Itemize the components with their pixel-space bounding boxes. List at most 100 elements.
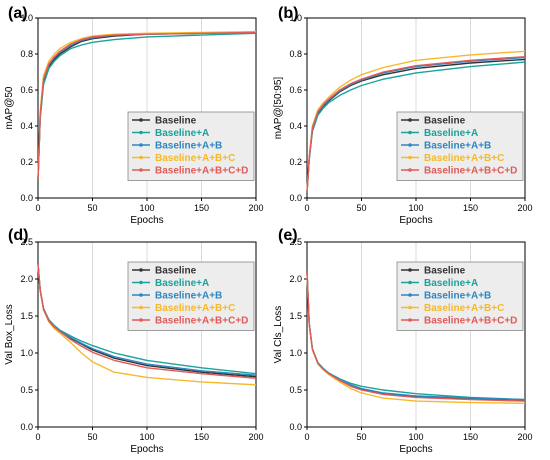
legend-marker — [408, 293, 412, 297]
y-tick-label: 0.0 — [20, 422, 33, 432]
y-axis-label: Val Cls_Loss — [273, 306, 284, 364]
x-tick-label: 200 — [248, 203, 263, 213]
series-line-4 — [37, 31, 257, 181]
legend-marker — [139, 168, 143, 172]
y-tick-label: 0.8 — [289, 49, 302, 59]
y-tick-label: 0.6 — [20, 85, 33, 95]
legend-marker — [408, 143, 412, 147]
y-tick-label: 1.0 — [289, 13, 302, 23]
series-line-4 — [306, 271, 526, 402]
legend-label: Baseline+A — [424, 278, 478, 289]
legend: BaselineBaseline+ABaseline+A+BBaseline+A… — [127, 111, 255, 181]
x-tick-label: 50 — [87, 203, 97, 213]
chart-panel-3: 0 50 100 150 200 0.0 0.5 1.0 1.5 2.0 2.5 Epochs Val … — [273, 227, 533, 455]
x-tick-label: 50 — [87, 432, 97, 442]
y-tick-label: 0.6 — [289, 85, 302, 95]
chart-panel-2: 0 50 100 150 200 0.0 0.5 1.0 1.5 2.0 2.5 Epochs Val … — [4, 227, 264, 455]
series-line-4 — [37, 264, 257, 379]
x-tick-label: 150 — [463, 432, 478, 442]
legend-marker — [139, 268, 143, 272]
legend-marker — [408, 280, 412, 285]
y-tick-label: 2.5 — [20, 237, 33, 247]
legend-label: Baseline+A+B — [424, 141, 491, 152]
chart-panel-0: 0 50 100 150 200 0.0 0.2 0.4 0.6 0.8 1.0 Epochs mAP@… — [4, 5, 264, 226]
y-tick-label: 1.5 — [20, 311, 33, 321]
x-tick-label: 0 — [35, 203, 40, 213]
x-tick-label: 200 — [517, 203, 532, 213]
y-tick-label: 0.0 — [20, 193, 33, 203]
y-tick-label: 2.0 — [289, 274, 302, 284]
y-tick-label: 0.5 — [289, 385, 302, 395]
legend-marker — [139, 155, 143, 160]
panel-letter: (a) — [8, 5, 28, 22]
legend-label: Baseline+A+B — [155, 141, 222, 152]
x-tick-label: 100 — [408, 432, 423, 442]
legend-label: Baseline — [155, 116, 197, 127]
legend-box — [396, 111, 524, 181]
legend-label: Baseline+A+B+C+D — [155, 316, 248, 327]
y-tick-label: 1.0 — [289, 348, 302, 358]
legend-label: Baseline — [155, 266, 197, 277]
legend-label: Baseline+A — [155, 278, 209, 289]
y-tick-label: 0.2 — [289, 157, 302, 167]
legend-label: Baseline+A+B+C+D — [424, 316, 517, 327]
legend-label: Baseline+A+B — [424, 291, 491, 302]
legend-box — [396, 261, 524, 331]
y-tick-label: 0.0 — [289, 193, 302, 203]
chart-panel-1: 0 50 100 150 200 0.0 0.2 0.4 0.6 0.8 1.0 Epochs mAP@… — [273, 5, 533, 226]
x-tick-label: 150 — [194, 432, 209, 442]
legend-marker — [408, 318, 412, 322]
panel-letter: (d) — [8, 227, 28, 244]
legend-marker — [139, 280, 143, 285]
legend-marker — [408, 130, 412, 135]
y-tick-label: 0.0 — [289, 422, 302, 432]
x-tick-label: 100 — [139, 432, 154, 442]
x-axis-label: Epochs — [130, 444, 163, 455]
legend-marker — [139, 293, 143, 297]
x-tick-label: 150 — [194, 203, 209, 213]
y-tick-label: 2.0 — [20, 274, 33, 284]
legend-marker — [408, 155, 412, 160]
legend-marker — [408, 305, 412, 310]
legend-label: Baseline+A+B+C — [424, 153, 504, 164]
series-line-3 — [37, 30, 257, 181]
legend-marker — [408, 168, 412, 172]
legend-label: Baseline+A — [424, 128, 478, 139]
legend-box — [127, 111, 255, 181]
legend-label: Baseline+A+B+C+D — [424, 166, 517, 177]
y-tick-label: 1.0 — [20, 348, 33, 358]
legend-label: Baseline+A+B+C — [155, 303, 235, 314]
legend-label: Baseline — [424, 116, 466, 127]
panel-letter: (b) — [278, 5, 298, 22]
x-tick-label: 100 — [408, 203, 423, 213]
legend: BaselineBaseline+ABaseline+A+BBaseline+A… — [396, 111, 524, 181]
legend-label: Baseline — [424, 266, 466, 277]
legend-label: Baseline+A+B — [155, 291, 222, 302]
legend-marker — [408, 118, 412, 122]
y-tick-label: 0.5 — [20, 385, 33, 395]
legend-marker — [139, 143, 143, 147]
x-tick-label: 50 — [356, 432, 366, 442]
x-tick-label: 200 — [248, 432, 263, 442]
legend-label: Baseline+A+B+C+D — [155, 166, 248, 177]
legend-box — [127, 261, 255, 331]
y-axis-label: Val Box_Loss — [4, 304, 15, 364]
series-line-4 — [306, 56, 526, 193]
x-axis-label: Epochs — [399, 215, 432, 226]
y-tick-label: 0.8 — [20, 49, 33, 59]
legend-marker — [408, 268, 412, 272]
y-tick-label: 0.2 — [20, 157, 33, 167]
legend-marker — [139, 318, 143, 322]
y-tick-label: 0.4 — [289, 121, 302, 131]
x-axis-label: Epochs — [399, 444, 432, 455]
legend: BaselineBaseline+ABaseline+A+BBaseline+A… — [127, 261, 255, 331]
x-tick-label: 150 — [463, 203, 478, 213]
y-tick-label: 1.5 — [289, 311, 302, 321]
x-axis-label: Epochs — [130, 215, 163, 226]
legend-marker — [139, 130, 143, 135]
legend-marker — [139, 118, 143, 122]
x-tick-label: 200 — [517, 432, 532, 442]
y-tick-label: 1.0 — [20, 13, 33, 23]
